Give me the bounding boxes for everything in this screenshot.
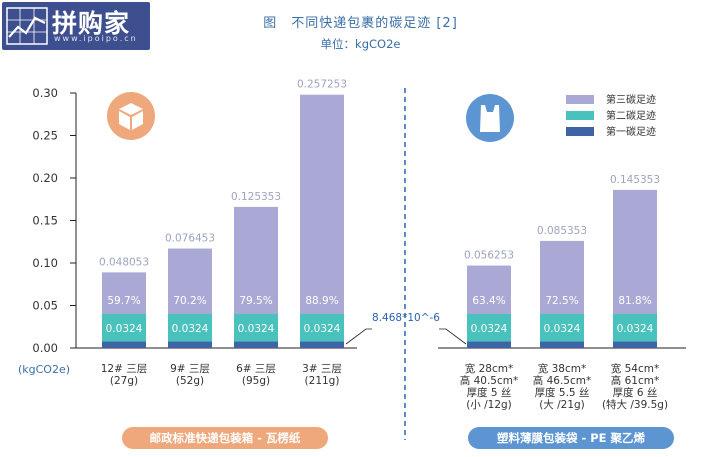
group-label-plastic-bag: 塑料薄膜包装袋 - PE 聚乙烯: [468, 427, 674, 449]
x-tick-label: 高 46.5cm*: [533, 374, 591, 387]
bar-first-segment: [234, 341, 278, 348]
bar-third-segment: [467, 265, 511, 314]
group-label-paper-box: 邮政标准快递包装箱 - 瓦楞纸: [122, 427, 328, 449]
bar-third-segment: [168, 248, 212, 314]
y-axis-label: (kgCO2e): [18, 363, 70, 376]
y-tick-label: 0.10: [32, 256, 58, 270]
bar-percent-label: 88.9%: [305, 295, 338, 307]
bar-second-value-label: 0.0324: [304, 323, 341, 335]
bar-third-segment: [540, 240, 584, 314]
bar-percent-label: 79.5%: [239, 295, 272, 307]
site-logo: 拼购家 www.ipoipo.cn: [2, 2, 150, 50]
bar-third-segment: [234, 206, 278, 314]
box-icon-right: [132, 111, 143, 130]
bar-total-label: 0.085353: [537, 225, 587, 237]
bar-second-segment: [168, 314, 212, 342]
bar-first-segment: [540, 341, 584, 348]
x-tick-label: (95g): [242, 375, 270, 387]
bar-total-label: 0.257253: [297, 79, 347, 91]
box-icon-top: [119, 103, 143, 115]
x-tick-label: 高 40.5cm*: [460, 374, 518, 387]
bar-percent-label: 70.2%: [173, 295, 206, 307]
bar-second-value-label: 0.0324: [106, 323, 143, 335]
bar-first-segment: [467, 341, 511, 348]
bar-second-segment: [300, 314, 344, 342]
x-tick-label: 12# 三层: [101, 363, 148, 375]
x-tick-label: (特大 /39.5g): [602, 398, 668, 411]
bar-second-value-label: 0.0324: [238, 323, 275, 335]
bar-percent-label: 59.7%: [107, 295, 140, 307]
chart-title: 图 不同快递包裹的碳足迹 [2]: [263, 16, 458, 31]
x-tick-label: 宽 54cm*: [611, 362, 659, 375]
bar-total-label: 0.056253: [464, 250, 514, 262]
x-tick-label: 宽 28cm*: [465, 362, 513, 375]
y-tick-label: 0.05: [32, 299, 58, 313]
bar-second-segment: [467, 314, 511, 342]
bar-third-segment: [300, 94, 344, 314]
bar-total-label: 0.145353: [610, 174, 660, 186]
x-tick-label: 厚度 5.5 丝: [535, 386, 590, 399]
legend-swatch: [566, 127, 594, 136]
bar-total-label: 0.125353: [231, 191, 281, 203]
legend-label: 第一碳足迹: [606, 125, 656, 138]
bar-second-value-label: 0.0324: [471, 323, 508, 335]
bar-first-segment: [613, 341, 657, 348]
chart-unit: 单位：kgCO2e: [320, 37, 401, 51]
bar-second-segment: [102, 314, 146, 342]
bar-total-label: 0.048053: [99, 256, 149, 268]
x-tick-label: 6# 三层: [236, 363, 276, 375]
bar-first-segment: [168, 341, 212, 348]
bar-percent-label: 63.4%: [472, 295, 505, 307]
bar-second-segment: [613, 314, 657, 342]
box-icon-left: [119, 111, 130, 130]
x-tick-label: (大 /21g): [539, 398, 585, 411]
y-tick-label: 0.15: [32, 214, 58, 228]
x-tick-label: 宽 38cm*: [538, 362, 586, 375]
x-tick-label: (27g): [110, 375, 138, 387]
legend-label: 第三碳足迹: [606, 93, 656, 106]
logo-chart-icon: [6, 7, 48, 45]
legend-label: 第二碳足迹: [606, 109, 656, 122]
bar-third-segment: [102, 272, 146, 314]
x-tick-label: 厚度 6 丝: [613, 386, 658, 399]
bar-total-label: 0.076453: [165, 233, 215, 245]
x-tick-label: 9# 三层: [170, 363, 210, 375]
logo-subtitle: www.ipoipo.cn: [54, 34, 138, 43]
x-tick-label: (52g): [176, 375, 204, 387]
annotation-label: 8.468*10^-6: [372, 312, 440, 324]
y-tick-label: 0.00: [32, 341, 58, 355]
x-tick-label: 3# 三层: [302, 363, 342, 375]
y-tick-label: 0.25: [32, 129, 58, 143]
bar-percent-label: 72.5%: [545, 295, 578, 307]
legend-swatch: [566, 111, 594, 120]
x-tick-label: 高 61cm*: [611, 374, 659, 387]
bar-third-segment: [613, 189, 657, 314]
bar-second-value-label: 0.0324: [172, 323, 209, 335]
y-tick-label: 0.30: [32, 86, 58, 100]
y-tick-label: 0.20: [32, 171, 58, 185]
bar-second-segment: [234, 314, 278, 342]
bar-second-value-label: 0.0324: [544, 323, 581, 335]
x-tick-label: 厚度 5 丝: [467, 386, 512, 399]
bar-percent-label: 81.8%: [618, 295, 651, 307]
bar-first-segment: [300, 341, 344, 348]
annotation-leader-right: [439, 328, 467, 345]
bar-second-segment: [540, 314, 584, 342]
legend-swatch: [566, 95, 594, 104]
box-icon: [107, 92, 155, 140]
x-tick-label: (211g): [305, 375, 340, 387]
logo-title: 拼购家: [52, 9, 131, 38]
x-tick-label: (小 /12g): [466, 399, 512, 411]
bar-first-segment: [102, 341, 146, 348]
bag-icon-body: [480, 105, 500, 132]
annotation-leader-left: [345, 328, 372, 345]
bar-second-value-label: 0.0324: [617, 323, 654, 335]
